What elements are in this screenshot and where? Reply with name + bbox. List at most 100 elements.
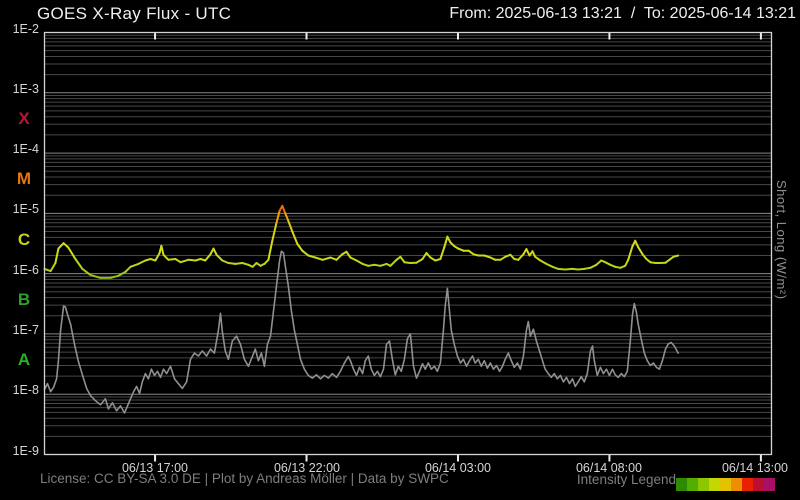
long-flux-segment	[160, 244, 165, 256]
gridlines	[44, 32, 772, 455]
legend-swatch	[742, 478, 753, 491]
long-flux-segment	[129, 262, 140, 268]
y-axis-label: 1E-3	[12, 82, 39, 96]
long-flux-segment	[517, 253, 525, 261]
long-flux-segment	[421, 252, 428, 260]
long-flux-segment	[634, 239, 640, 249]
long-flux-segment	[187, 258, 197, 262]
long-flux-segment	[89, 274, 102, 279]
long-flux-segment	[301, 249, 310, 257]
long-flux-segment	[539, 259, 548, 265]
long-flux-line	[43, 204, 680, 279]
legend-swatch	[731, 478, 742, 491]
long-flux-segment	[241, 262, 250, 266]
long-flux-segment	[564, 267, 574, 271]
long-flux-segment	[267, 239, 274, 261]
long-flux-segment	[624, 258, 630, 267]
long-flux-segment	[637, 246, 644, 256]
long-flux-segment	[281, 204, 287, 215]
long-flux-segment	[367, 263, 376, 267]
long-flux-segment	[54, 247, 60, 264]
long-flux-segment	[446, 235, 452, 244]
long-flux-segment	[349, 256, 358, 262]
long-flux-segment	[296, 243, 304, 252]
long-flux-segment	[399, 255, 406, 264]
plot-border	[43, 31, 773, 456]
long-flux-segment	[589, 263, 598, 269]
page-title: GOES X-Ray Flux - UTC	[37, 4, 232, 23]
legend-swatch	[753, 478, 764, 491]
long-flux-segment	[415, 258, 424, 264]
class-letter-m: M	[16, 169, 32, 188]
long-flux-segment	[314, 256, 324, 261]
long-flux-segment	[124, 265, 132, 273]
long-flux-segment	[557, 267, 567, 271]
legend-swatch	[687, 478, 698, 491]
long-flux-segment	[234, 262, 244, 265]
long-flux-segment	[329, 256, 338, 261]
long-flux-segment	[271, 221, 278, 242]
long-flux-segment	[117, 270, 127, 277]
legend-swatch	[709, 478, 720, 491]
time-range-label: From: 2025-06-13 13:21 / To: 2025-06-14 …	[449, 5, 796, 22]
long-flux-segment	[227, 262, 237, 265]
long-flux-segment	[335, 253, 344, 261]
legend-swatch	[698, 478, 709, 491]
long-flux-segment	[531, 250, 537, 258]
long-flux-segment	[345, 250, 352, 259]
long-flux-segment	[595, 259, 603, 266]
long-flux-segment	[483, 254, 492, 259]
long-flux-segment	[291, 230, 299, 245]
long-flux-segment	[672, 254, 680, 258]
class-letter-a: A	[17, 350, 31, 369]
legend-swatch	[676, 478, 687, 491]
long-flux-segment	[321, 256, 332, 261]
x-tick-label: 06/14 08:00	[575, 461, 643, 475]
class-letter-c: C	[17, 230, 31, 249]
long-flux-segment	[307, 254, 317, 259]
long-flux-segment	[215, 253, 224, 262]
y-axis-label: 1E-8	[12, 383, 39, 397]
long-flux-segment	[355, 259, 364, 265]
x-axis-ticks	[154, 32, 762, 462]
long-flux-segment	[167, 258, 177, 261]
license-text: License: CC BY-SA 3.0 DE | Plot by Andre…	[40, 471, 449, 486]
long-flux-segment	[373, 263, 382, 267]
long-flux-segment	[212, 247, 218, 256]
long-flux-segment	[439, 246, 446, 260]
long-flux-segment	[62, 242, 70, 249]
long-flux-segment	[627, 245, 634, 261]
long-flux-segment	[174, 258, 182, 264]
long-flux-segment	[379, 262, 388, 267]
long-flux-segment	[43, 267, 52, 273]
long-flux-segment	[443, 235, 449, 249]
long-flux-segment	[287, 219, 294, 233]
long-flux-segment	[545, 262, 554, 268]
y-axis-label: 1E-5	[12, 202, 39, 216]
long-flux-segment	[551, 265, 560, 270]
long-flux-segment	[154, 252, 161, 262]
y-axis-label: 1E-4	[12, 142, 39, 156]
legend-swatch	[764, 478, 775, 491]
x-tick-label: 06/14 13:00	[721, 461, 789, 475]
intensity-legend-label: Intensity Legend	[576, 472, 676, 487]
y-axis-label: 1E-9	[12, 444, 39, 458]
long-flux-segment	[577, 267, 586, 271]
y-axis-label: 1E-6	[12, 263, 39, 277]
intensity-legend-bar	[676, 478, 775, 491]
long-flux-segment	[162, 253, 170, 261]
long-flux-segment	[74, 258, 84, 270]
y-axis-label: 1E-7	[12, 323, 39, 337]
long-flux-segment	[389, 258, 398, 267]
long-flux-segment	[67, 246, 77, 260]
long-flux-segment	[81, 267, 92, 276]
long-flux-segment	[275, 209, 281, 224]
x-tick-label: 06/14 03:00	[424, 461, 492, 475]
long-flux-segment	[204, 253, 212, 262]
class-letter-b: B	[17, 290, 31, 309]
long-flux-segment	[403, 261, 412, 264]
long-flux-segment	[57, 242, 65, 250]
x-tick-label: 06/13 17:00	[121, 461, 189, 475]
